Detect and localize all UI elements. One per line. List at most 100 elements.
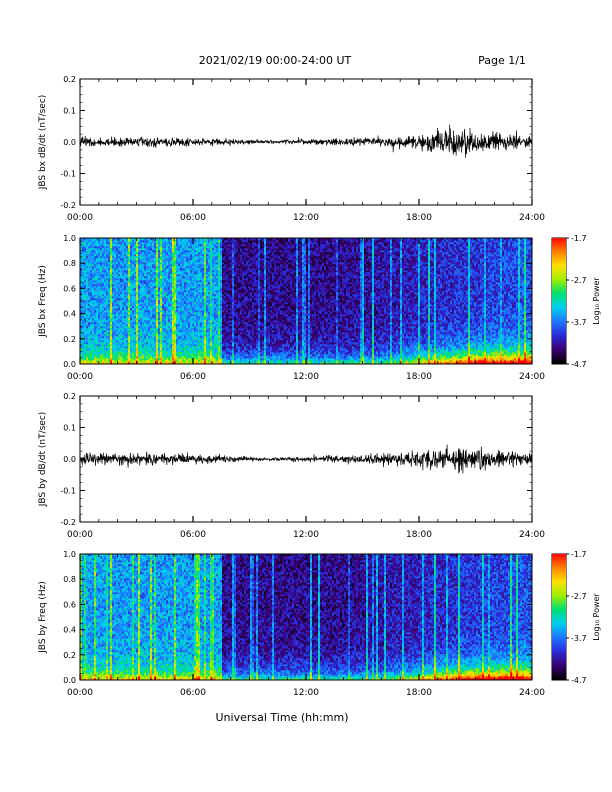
spectrogram-cell — [212, 332, 215, 335]
spectrogram-cell — [150, 352, 153, 355]
spectrogram-cell — [210, 324, 213, 327]
spectrogram-cell — [136, 348, 139, 351]
spectrogram-cell — [100, 264, 103, 267]
spectrogram-cell — [150, 244, 153, 247]
spectrogram-cell — [152, 288, 155, 291]
spectrogram-cell — [102, 292, 105, 295]
spectrogram-cell — [172, 308, 175, 311]
spectrogram-cell — [172, 314, 175, 317]
spectrogram-cell — [102, 346, 105, 349]
spectrogram-cell — [118, 310, 121, 313]
spectrogram-cell — [206, 304, 209, 307]
spectrogram-cell — [186, 278, 189, 281]
spectrogram-cell — [100, 290, 103, 293]
spectrogram-cell — [152, 268, 155, 271]
spectrogram-cell — [96, 296, 99, 299]
spectrogram-cell — [158, 268, 161, 271]
spectrogram-cell — [144, 268, 147, 271]
spectrogram-cell — [120, 348, 123, 351]
spectrogram-cell — [188, 356, 191, 359]
spectrogram-cell — [118, 318, 121, 321]
spectrogram-cell — [220, 358, 223, 361]
spectrogram-cell — [84, 360, 87, 363]
spectrogram-cell — [156, 362, 159, 365]
spectrogram-cell — [128, 262, 131, 265]
spectrogram-cell — [132, 274, 135, 277]
spectrogram-cell — [104, 246, 107, 249]
spectrogram-cell — [94, 252, 97, 255]
spectrogram-cell — [134, 270, 137, 273]
spectrogram-cell — [148, 272, 151, 275]
spectrogram-cell — [138, 268, 141, 271]
spectrogram-cell — [202, 314, 205, 317]
spectrogram-cell — [124, 284, 127, 287]
spectrogram-cell — [88, 362, 91, 365]
spectrogram-cell — [198, 360, 201, 363]
spectrogram-cell — [222, 282, 225, 285]
spectrogram-cell — [130, 290, 133, 293]
spectrogram-cell — [180, 262, 183, 265]
spectrogram-cell — [198, 352, 201, 355]
spectrogram-cell — [146, 296, 149, 299]
spectrogram-cell — [186, 266, 189, 269]
spectrogram-cell — [146, 342, 149, 345]
spectrogram-cell — [90, 352, 93, 355]
spectrogram-cell — [186, 360, 189, 363]
spectrogram-cell — [94, 238, 97, 241]
spectrogram-cell — [138, 304, 141, 307]
spectrogram-cell — [100, 304, 103, 307]
spectrogram-cell — [100, 274, 103, 277]
spectrogram-cell — [112, 332, 115, 335]
spectrogram-cell — [162, 346, 165, 349]
spectrogram-cell — [80, 240, 83, 243]
spectrogram-cell — [196, 324, 199, 327]
spectrogram-cell — [166, 322, 169, 325]
spectrogram-cell — [222, 348, 225, 351]
spectrogram-cell — [162, 300, 165, 303]
spectrogram-cell — [228, 258, 231, 261]
spectrogram-cell — [156, 240, 159, 243]
spectrogram-cell — [160, 278, 163, 281]
spectrogram-cell — [174, 282, 177, 285]
spectrogram-cell — [132, 344, 135, 347]
y-tick-label: -0.2 — [60, 201, 76, 210]
spectrogram-cell — [226, 274, 229, 277]
spectrogram-cell — [126, 354, 129, 357]
spectrogram-cell — [194, 330, 197, 333]
spectrogram-cell — [216, 266, 219, 269]
spectrogram-cell — [124, 266, 127, 269]
spectrogram-cell — [228, 244, 231, 247]
spectrogram-cell — [184, 280, 187, 283]
spectrogram-cell — [218, 240, 221, 243]
spectrogram-cell — [82, 322, 85, 325]
spectrogram-cell — [94, 278, 97, 281]
spectrogram-cell — [234, 362, 237, 365]
spectrogram-cell — [136, 250, 139, 253]
spectrogram-cell — [154, 318, 157, 321]
spectrogram-cell — [170, 276, 173, 279]
spectrogram-cell — [134, 350, 137, 353]
spectrogram-cell — [164, 318, 167, 321]
spectrogram-cell — [98, 262, 101, 265]
spectrogram-cell — [222, 278, 225, 281]
spectrogram-cell — [156, 258, 159, 261]
spectrogram-cell — [160, 340, 163, 343]
spectrogram-cell — [114, 330, 117, 333]
spectrogram-cell — [216, 284, 219, 287]
spectrogram-cell — [154, 334, 157, 337]
spectrogram-cell — [114, 254, 117, 257]
spectrogram-cell — [162, 322, 165, 325]
spectrogram-cell — [164, 344, 167, 347]
spectrogram-cell — [186, 258, 189, 261]
spectrogram-cell — [160, 256, 163, 259]
spectrogram-cell — [222, 308, 225, 311]
spectrogram-cell — [208, 292, 211, 295]
spectrogram-cell — [134, 340, 137, 343]
spectrogram-cell — [222, 344, 225, 347]
spectrogram-cell — [190, 330, 193, 333]
spectrogram-cell — [222, 260, 225, 263]
spectrogram-cell — [120, 328, 123, 331]
spectrogram-cell — [132, 306, 135, 309]
spectrogram-cell — [222, 316, 225, 319]
spectrogram-cell — [146, 260, 149, 263]
